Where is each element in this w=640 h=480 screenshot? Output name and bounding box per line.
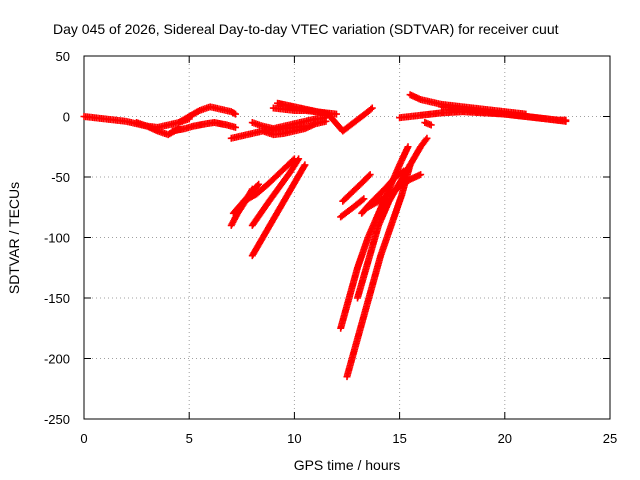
data-point (404, 143, 412, 151)
data-point (301, 161, 309, 169)
data-point (360, 195, 368, 203)
data-point (231, 110, 239, 118)
x-tick-label: 10 (287, 431, 301, 446)
y-tick-label: -50 (51, 170, 70, 185)
x-tick-labels: 0 5 10 15 20 25 (80, 431, 617, 446)
data-point (366, 171, 374, 179)
data-point (194, 107, 202, 115)
x-tick-label: 15 (392, 431, 406, 446)
y-tick-label: -200 (44, 352, 70, 367)
y-tick-label: -250 (44, 412, 70, 427)
y-tick-label: 0 (63, 110, 70, 125)
data-point (230, 109, 238, 117)
data-point (289, 156, 297, 164)
y-tick-label: -100 (44, 231, 70, 246)
data-point (367, 105, 375, 113)
y-axis-label: SDTVAR / TECUs (6, 182, 22, 294)
data-point (562, 117, 570, 125)
chart-title: Day 045 of 2026, Sidereal Day-to-day VTE… (53, 21, 559, 37)
x-tick-label: 25 (603, 431, 617, 446)
data-point (254, 181, 262, 189)
data-point (368, 104, 376, 112)
data-point (423, 134, 431, 142)
data-point (359, 196, 367, 204)
data-point (365, 172, 373, 180)
data-point (255, 180, 263, 188)
y-tick-label: -150 (44, 291, 70, 306)
y-tick-label: 50 (56, 49, 70, 64)
axis-ticks (83, 55, 611, 420)
data-points (80, 91, 570, 381)
x-tick-label: 0 (80, 431, 87, 446)
data-point (417, 171, 425, 179)
data-point (290, 155, 298, 163)
data-point (300, 162, 308, 170)
x-tick-label: 20 (498, 431, 512, 446)
data-point (332, 110, 340, 118)
data-point (322, 117, 330, 125)
y-tick-labels: -250 -200 -150 -100 -50 0 50 (44, 49, 70, 427)
data-point (231, 123, 239, 131)
data-point (422, 136, 430, 144)
x-tick-label: 5 (186, 431, 193, 446)
data-point (427, 121, 435, 129)
x-axis-label: GPS time / hours (294, 457, 401, 473)
